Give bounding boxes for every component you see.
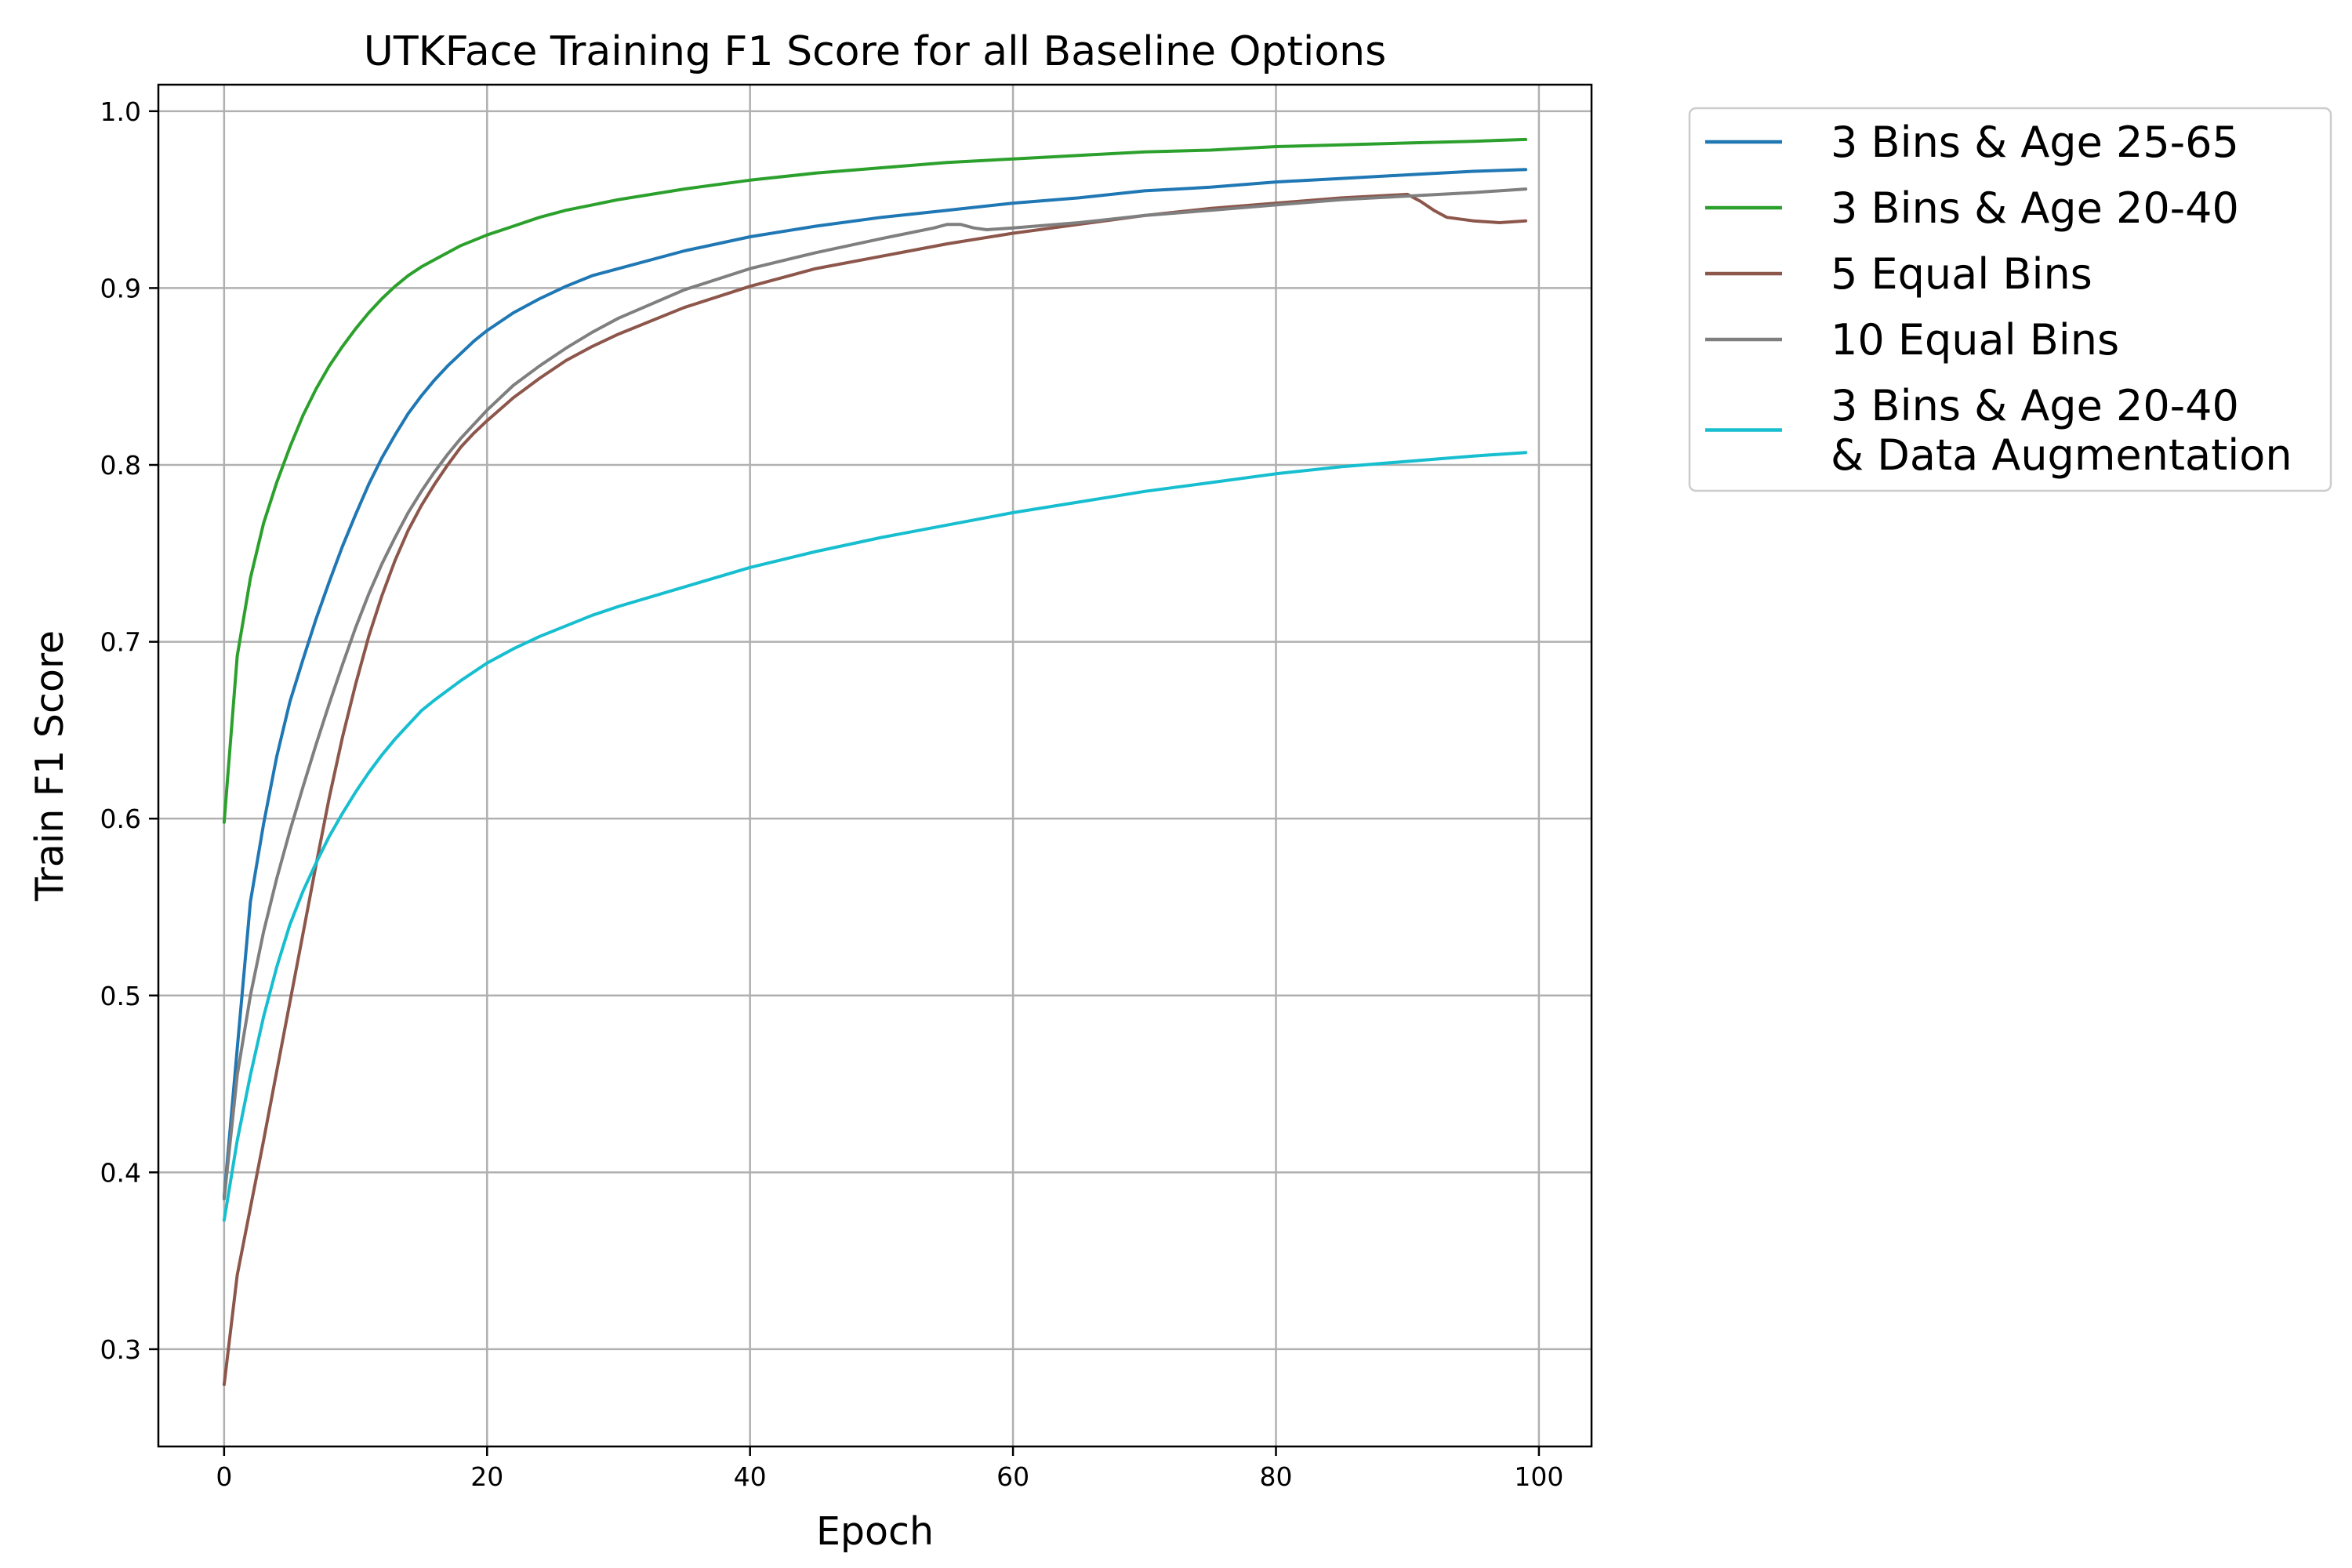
legend-label-3: 5 Equal Bins — [1831, 249, 2092, 299]
x-axis-label: Epoch — [816, 1509, 934, 1554]
series-line-1 — [222, 168, 1528, 1199]
x-tick-label: 0 — [216, 1461, 232, 1492]
x-tick-label: 20 — [470, 1461, 503, 1492]
series-line-5 — [222, 451, 1528, 1222]
y-tick-label: 0.8 — [100, 450, 141, 481]
legend-label-1: 3 Bins & Age 25-65 — [1831, 118, 2239, 167]
y-tick-label: 0.6 — [100, 804, 141, 834]
y-axis-label: Train F1 Score — [27, 630, 72, 902]
legend-label-5: 3 Bins & Age 20-40 & Data Augmentation — [1831, 381, 2292, 480]
y-tick-label: 1.0 — [100, 96, 141, 127]
y-tick-label: 0.3 — [100, 1334, 141, 1365]
x-tick-label: 40 — [734, 1461, 767, 1492]
y-tick-label: 0.7 — [100, 627, 141, 658]
plot-frame — [157, 83, 1593, 1448]
legend: 3 Bins & Age 25-65 3 Bins & Age 20-40 5 Eq… — [1688, 107, 2332, 492]
legend-label-line: 3 Bins & Age 20-40 — [1831, 183, 2239, 233]
grid-layer — [158, 85, 1592, 1446]
legend-label-line: 5 Equal Bins — [1831, 249, 2092, 299]
legend-label-line: 10 Equal Bins — [1831, 315, 2119, 365]
x-tick-label: 60 — [996, 1461, 1029, 1492]
x-tick-label: 80 — [1260, 1461, 1293, 1492]
legend-box — [1688, 107, 2332, 492]
series-line-2 — [222, 137, 1528, 824]
legend-label-line: 3 Bins & Age 25-65 — [1831, 118, 2239, 167]
y-tick-label: 0.4 — [100, 1157, 141, 1188]
chart-title: UTKFace Training F1 Score for all Baseli… — [364, 28, 1386, 75]
y-tick-label: 0.5 — [100, 981, 141, 1011]
y-tick-label: 0.9 — [100, 273, 141, 303]
legend-label-4: 10 Equal Bins — [1831, 315, 2119, 365]
series-line-4 — [222, 187, 1528, 1201]
x-tick-label: 100 — [1514, 1461, 1563, 1492]
tick-layer: 0 20 40 60 80 100 0.3 0.4 0.5 0.6 0.7 0.8 0.9 1.0 — [100, 96, 1564, 1492]
series-layer — [222, 137, 1528, 1386]
legend-label-2: 3 Bins & Age 20-40 — [1831, 183, 2239, 233]
legend-label-line: 3 Bins & Age 20-40 — [1831, 381, 2239, 430]
series-line-3 — [222, 192, 1528, 1386]
legend-label-line: & Data Augmentation — [1831, 430, 2292, 480]
